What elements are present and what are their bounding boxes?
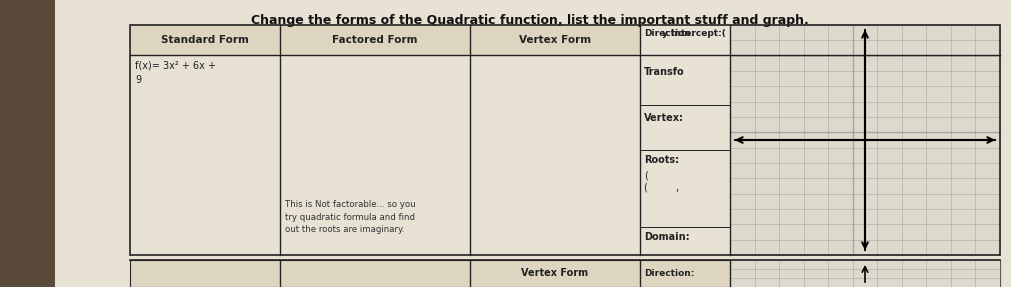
Text: Standard Form: Standard Form [161, 35, 249, 45]
Text: y Intercept:(: y Intercept:( [662, 29, 726, 38]
Text: Direction:: Direction: [644, 269, 695, 278]
Text: Factored Form: Factored Form [333, 35, 418, 45]
Bar [130, 260, 1000, 287]
Bar [640, 55, 730, 255]
Text: Direction:: Direction: [644, 29, 695, 38]
Bar [130, 25, 1000, 255]
Text: 9: 9 [135, 75, 142, 85]
Text: Domain:: Domain: [644, 232, 690, 242]
Text: (         ,: ( , [644, 183, 679, 193]
Text: Vertex Form: Vertex Form [519, 35, 591, 45]
Bar [130, 55, 280, 255]
Bar [280, 55, 470, 255]
Text: Vertex:: Vertex: [644, 113, 684, 123]
Bar [730, 25, 1000, 255]
Text: Roots:: Roots: [644, 155, 679, 165]
Text: This is Not factorable... so you
try quadratic formula and find
out the roots ar: This is Not factorable... so you try qua… [285, 200, 416, 234]
Text: Change the forms of the Quadratic function, list the important stuff and graph.: Change the forms of the Quadratic functi… [251, 14, 809, 27]
Bar [470, 55, 640, 255]
Text: Transfo: Transfo [644, 67, 684, 77]
Bar [130, 25, 280, 55]
Bar [470, 25, 640, 55]
Text: f(x)= 3x² + 6x +: f(x)= 3x² + 6x + [135, 61, 216, 71]
Bar [730, 260, 1000, 287]
Text: Vertex Form: Vertex Form [522, 269, 588, 278]
Text: (: ( [644, 170, 648, 180]
Bar [280, 25, 470, 55]
